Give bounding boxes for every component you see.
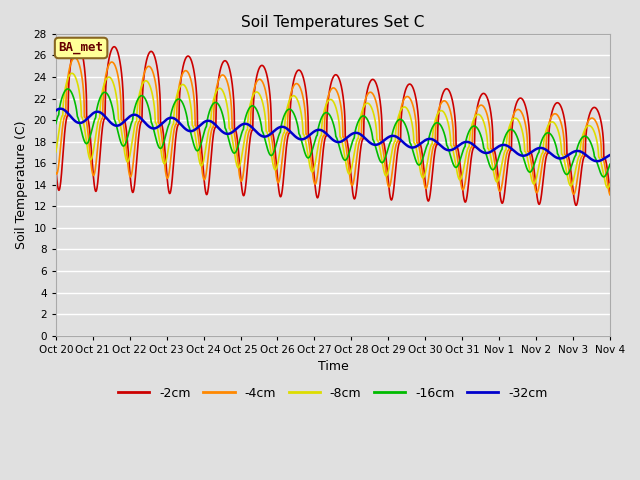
Title: Soil Temperatures Set C: Soil Temperatures Set C xyxy=(241,15,424,30)
Legend: -2cm, -4cm, -8cm, -16cm, -32cm: -2cm, -4cm, -8cm, -16cm, -32cm xyxy=(113,382,553,405)
Text: BA_met: BA_met xyxy=(59,41,104,55)
Y-axis label: Soil Temperature (C): Soil Temperature (C) xyxy=(15,120,28,249)
X-axis label: Time: Time xyxy=(317,360,348,373)
